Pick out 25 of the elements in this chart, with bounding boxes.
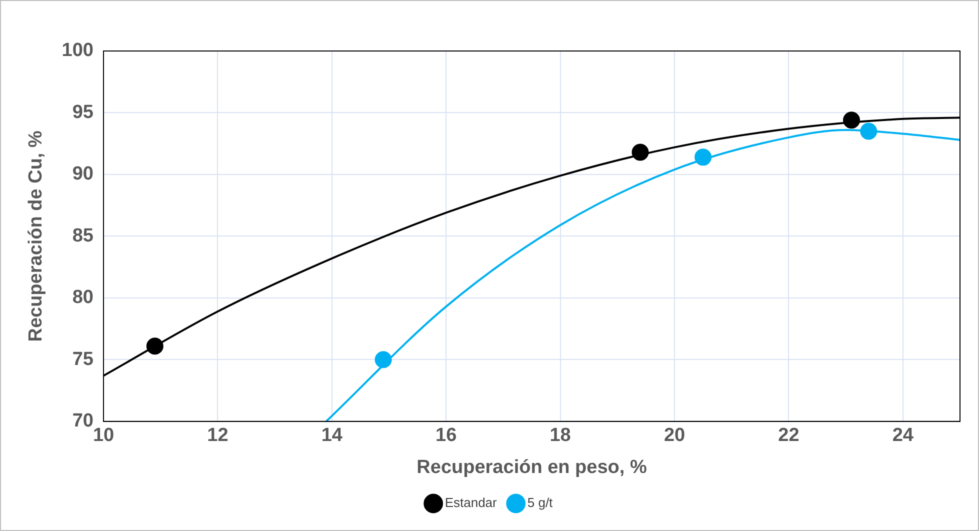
y-tick-label: 90 xyxy=(72,164,94,185)
y-tick-label: 100 xyxy=(62,40,94,62)
x-tick-label: 12 xyxy=(207,425,228,446)
x-tick-label: 20 xyxy=(664,425,686,446)
point xyxy=(146,338,164,355)
point xyxy=(694,148,712,166)
y-tick-label: 95 xyxy=(72,102,94,123)
y-tick-label: 85 xyxy=(72,225,94,246)
point xyxy=(843,112,860,129)
point xyxy=(632,144,649,161)
point xyxy=(374,351,392,368)
x-axis-title: Recuperación en peso, % xyxy=(416,456,647,478)
legend-label: 5 g/t xyxy=(527,495,554,510)
y-tick-label: 80 xyxy=(72,287,94,308)
legend-label: Estandar xyxy=(444,495,498,510)
y-tick-label: 75 xyxy=(72,348,94,370)
x-tick-label: 24 xyxy=(892,425,914,446)
x-tick-label: 16 xyxy=(436,425,457,446)
point xyxy=(860,122,878,140)
x-tick-label: 22 xyxy=(778,425,800,446)
y-axis-title: Recuperación de Cu, % xyxy=(26,130,47,342)
x-tick-label: 18 xyxy=(550,425,571,446)
x-tick-label: 14 xyxy=(321,425,343,446)
y-tick-label: 70 xyxy=(72,410,94,432)
x-tick-label: 10 xyxy=(92,425,114,446)
